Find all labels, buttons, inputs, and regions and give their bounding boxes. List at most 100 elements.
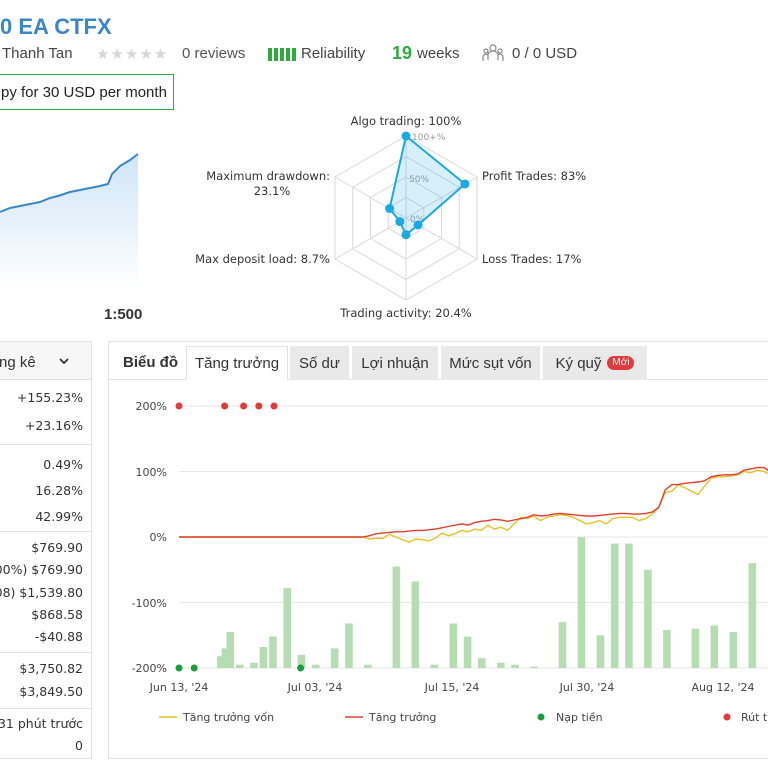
radar-label-profit: Profit Trades: 83% [482,169,586,183]
subscribers-icon [482,44,504,61]
growth-legend: Tăng trưởng vốn Tăng trưởng Nạp tiền Rút… [159,711,768,724]
volume-bar [663,630,671,668]
radar-tick-100: 100+% [412,133,446,143]
volume-bar [297,654,306,668]
radar-label-drawdown-value: 23.1% [254,184,291,198]
withdrawal-marker [270,402,278,410]
radar-label-drawdown: Maximum drawdown: [206,169,330,183]
legend-equity-growth: Tăng trưởng vốn [182,711,274,724]
radar-point-algo [401,131,411,141]
x-tick-label: Jul 15, '24 [424,681,480,694]
volume-bar [644,569,652,668]
volume-bar [345,623,353,668]
radar-shape [385,131,470,240]
tab-growth[interactable]: Tăng trưởng [186,346,288,380]
volume-bar [283,588,292,668]
x-tick-label: Jul 03, '24 [287,681,343,694]
radar-label-deposit: Max deposit load: 8.7% [195,252,330,266]
series-line [179,466,768,538]
legend-deposit: Nạp tiền [556,711,603,724]
stat-value: 42.99% [35,509,83,524]
tab-balance[interactable]: Số dư [290,346,349,380]
volume-bar [710,625,719,668]
volume-bar [449,623,458,668]
volume-bar [577,537,586,668]
y-tick-label: 100% [136,466,167,479]
volume-bar [463,636,472,668]
growth-mini-chart [0,153,139,290]
tab-margin-label: Ký quỹ [555,354,602,372]
y-tick-label: -200% [132,662,167,675]
chevron-down-icon[interactable] [59,356,69,366]
radar-label-loss: Loss Trades: 17% [482,252,582,266]
deposit-marker [175,664,183,672]
growth-y-ticks: 200% 100% 0% -100% -200% [132,400,167,675]
stat-value: +23.16% [24,418,83,433]
y-tick-label: 200% [136,400,167,413]
legend-growth: Tăng trưởng [368,711,436,724]
reliability-icon [268,48,296,61]
weeks-count: 19 [392,43,413,63]
stat-value: $3,849.50 [19,684,83,699]
volume-bar [496,662,505,668]
volume-bar [625,543,633,668]
withdrawal-marker [175,402,183,410]
copy-subscribe-button[interactable]: py for 30 USD per month [0,74,174,110]
volume-bar [478,658,486,668]
volume-bar [411,581,420,668]
tab-margin[interactable]: Ký quỹ Mới [543,346,647,380]
deposit-marker [297,664,305,672]
radar-tick-50: 50% [409,175,429,185]
radar-chart: 100+% 50% 0% Algo trading: 100% Profit T… [195,114,586,320]
y-tick-label: 0% [150,531,167,544]
withdrawal-marker [221,402,229,410]
stat-value: $3,750.82 [19,661,83,676]
stat-value: -$40.88 [34,629,83,644]
statistics-panel: ng kê +155.23% +23.16% 0.49% 16.28% 42.9… [0,341,92,759]
radar-label-activity: Trading activity: 20.4% [339,306,472,320]
reviews-link[interactable]: 0 reviews [182,45,246,62]
author-name[interactable]: Thanh Tan [2,45,73,62]
growth-x-ticks: Jun 13, '24 Jul 03, '24 Jul 15, '24 Jul … [149,681,755,694]
tab-profit[interactable]: Lợi nhuận [352,346,438,380]
volume-bar [330,648,339,668]
volume-bar [392,566,401,668]
volume-bar [610,543,619,668]
radar-point-deposit [395,217,405,227]
volume-bar [311,664,320,668]
rating-stars: ★★★★★ [96,46,169,63]
statistics-header[interactable]: ng kê [0,342,91,380]
volume-bar [596,635,605,668]
volume-bar [259,647,268,668]
new-badge: Mới [607,356,635,370]
volume-bar [235,664,244,668]
tab-drawdown[interactable]: Mức sụt vốn [441,346,540,380]
radar-point-activity [401,230,411,240]
leverage-value: 1:500 [104,306,143,323]
volume-bar [748,563,757,668]
deposit-marker [190,664,198,672]
radar-axis [334,217,407,260]
legend-withdrawal: Rút tiền [741,711,768,724]
radar-label-algo: Algo trading: 100% [351,114,462,128]
volume-bar [250,662,258,668]
growth-markers [175,402,305,672]
x-tick-label: Jul 30, '24 [559,681,615,694]
stat-value: 0.49% [43,457,83,472]
stat-value: 16.28% [35,483,83,498]
y-tick-label: -100% [132,597,167,610]
stat-value: 31 phút trước [0,716,83,731]
stat-value: $769.90 [31,540,83,555]
stat-value: $868.58 [31,607,83,622]
volume-bar [691,628,700,668]
withdrawal-marker [240,402,248,410]
volume-bar [530,666,538,668]
volume-bar [729,631,738,668]
statistics-title: ng kê [0,354,36,371]
stat-value: +155.23% [16,390,83,405]
page-title: 0 EA CTFX [0,14,112,39]
radar-point-drawdown [385,204,395,214]
volume-bar [221,648,230,668]
radar-axis [334,176,407,219]
reliability-label: Reliability [301,45,366,62]
